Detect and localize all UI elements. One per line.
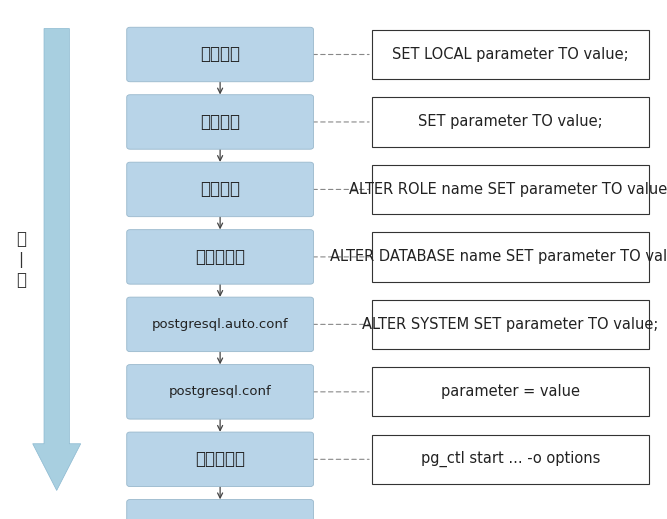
Text: 低: 低: [16, 271, 25, 289]
FancyBboxPatch shape: [372, 165, 648, 214]
Text: |: |: [18, 252, 23, 267]
FancyBboxPatch shape: [372, 98, 648, 146]
FancyBboxPatch shape: [127, 499, 313, 519]
FancyBboxPatch shape: [127, 162, 313, 217]
Text: ALTER SYSTEM SET parameter TO value;: ALTER SYSTEM SET parameter TO value;: [362, 317, 658, 332]
Text: 会话级别: 会话级别: [200, 113, 240, 131]
Text: 命令行级别: 命令行级别: [195, 450, 245, 468]
FancyBboxPatch shape: [127, 229, 313, 284]
Text: ALTER DATABASE name SET parameter TO value;: ALTER DATABASE name SET parameter TO val…: [330, 250, 667, 264]
Polygon shape: [33, 29, 81, 490]
FancyBboxPatch shape: [127, 297, 313, 352]
Text: pg_ctl start ... -o options: pg_ctl start ... -o options: [421, 451, 600, 468]
FancyBboxPatch shape: [127, 94, 313, 149]
Text: postgresql.conf: postgresql.conf: [169, 385, 271, 399]
Text: 数据库级别: 数据库级别: [195, 248, 245, 266]
Text: SET parameter TO value;: SET parameter TO value;: [418, 115, 602, 129]
Text: 高: 高: [16, 230, 25, 248]
FancyBboxPatch shape: [372, 30, 648, 79]
Text: postgresql.auto.conf: postgresql.auto.conf: [152, 318, 288, 331]
FancyBboxPatch shape: [127, 432, 313, 487]
FancyBboxPatch shape: [372, 367, 648, 416]
FancyBboxPatch shape: [372, 435, 648, 484]
Text: 事务级别: 事务级别: [200, 46, 240, 63]
FancyBboxPatch shape: [372, 233, 648, 281]
FancyBboxPatch shape: [127, 27, 313, 81]
FancyBboxPatch shape: [372, 300, 648, 349]
FancyBboxPatch shape: [127, 364, 313, 419]
Text: 默认级别: 默认级别: [200, 518, 240, 519]
Text: SET LOCAL parameter TO value;: SET LOCAL parameter TO value;: [392, 47, 628, 62]
Text: ALTER ROLE name SET parameter TO value;: ALTER ROLE name SET parameter TO value;: [349, 182, 667, 197]
Text: 角色级别: 角色级别: [200, 181, 240, 198]
Text: parameter = value: parameter = value: [441, 385, 580, 399]
